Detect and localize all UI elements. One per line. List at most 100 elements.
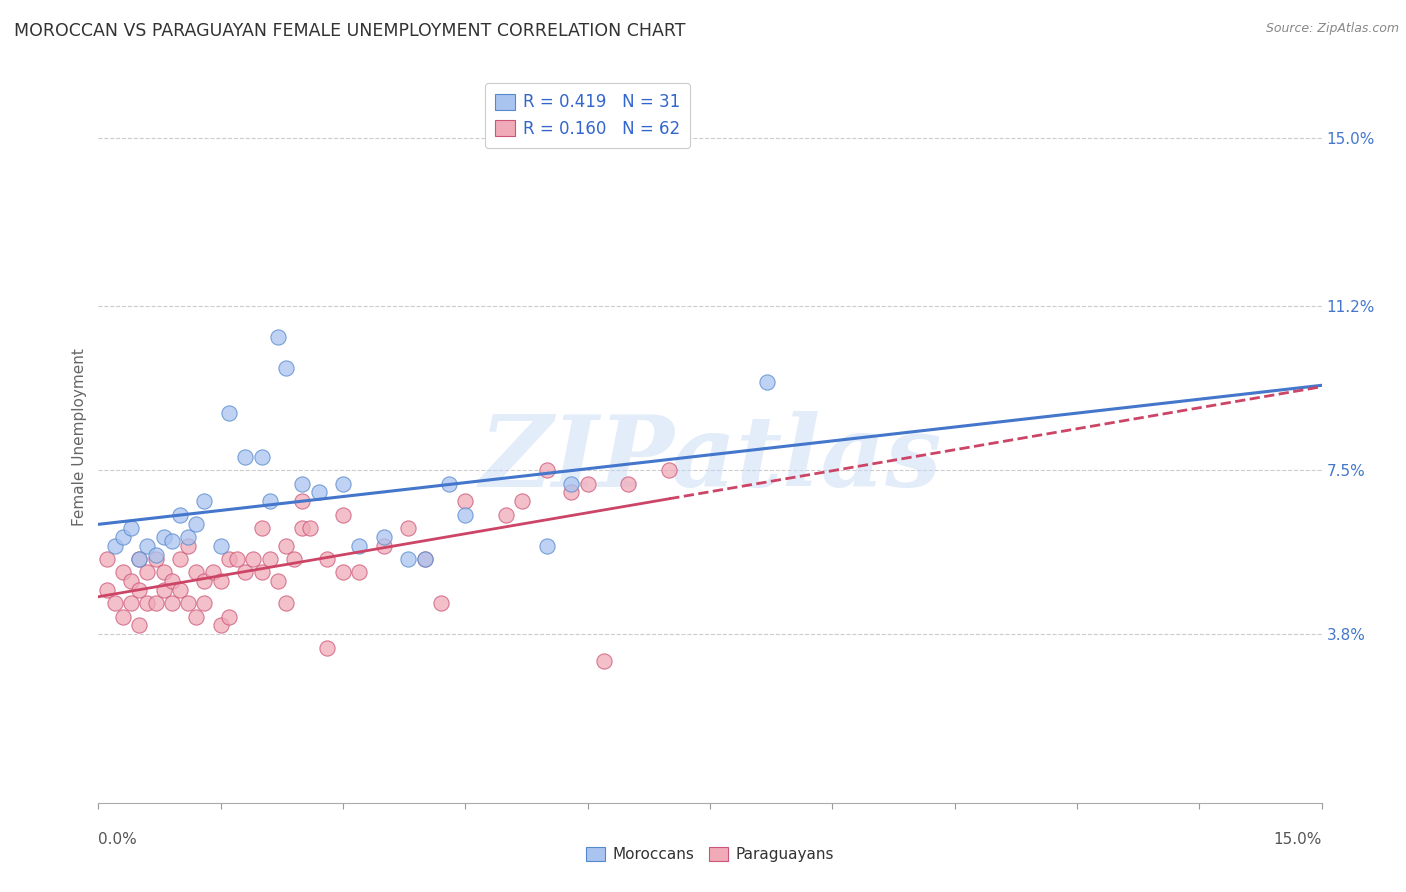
Point: [259, 494, 281, 508]
Point: [536, 539, 558, 553]
Point: [454, 494, 477, 508]
Point: [169, 508, 191, 522]
Point: [658, 463, 681, 477]
Text: ZIPatlas: ZIPatlas: [479, 411, 941, 508]
Point: [218, 406, 240, 420]
Point: [233, 566, 256, 580]
Point: [209, 618, 232, 632]
Point: [128, 552, 150, 566]
Point: [308, 485, 330, 500]
Point: [233, 450, 256, 464]
Point: [413, 552, 436, 566]
Point: [756, 375, 779, 389]
Point: [332, 476, 354, 491]
Point: [259, 552, 281, 566]
Point: [145, 552, 167, 566]
Point: [536, 463, 558, 477]
Point: [96, 552, 118, 566]
Point: [617, 476, 640, 491]
Point: [315, 640, 337, 655]
Point: [169, 552, 191, 566]
Point: [349, 566, 371, 580]
Point: [560, 476, 582, 491]
Point: [128, 618, 150, 632]
Point: [104, 596, 127, 610]
Point: [430, 596, 453, 610]
Point: [111, 530, 134, 544]
Point: [267, 330, 290, 344]
Point: [160, 574, 183, 589]
Point: [291, 494, 314, 508]
Point: [152, 582, 174, 597]
Point: [593, 654, 616, 668]
Point: [332, 566, 354, 580]
Point: [576, 476, 599, 491]
Point: [373, 539, 395, 553]
Point: [349, 539, 371, 553]
Legend: Moroccans, Paraguayans: Moroccans, Paraguayans: [581, 840, 839, 868]
Point: [283, 552, 305, 566]
Point: [186, 516, 208, 531]
Point: [169, 582, 191, 597]
Point: [315, 552, 337, 566]
Point: [373, 530, 395, 544]
Point: [209, 574, 232, 589]
Point: [512, 494, 534, 508]
Point: [145, 596, 167, 610]
Point: [242, 552, 264, 566]
Point: [177, 539, 200, 553]
Point: [193, 574, 215, 589]
Y-axis label: Female Unemployment: Female Unemployment: [72, 348, 87, 526]
Point: [209, 539, 232, 553]
Text: MOROCCAN VS PARAGUAYAN FEMALE UNEMPLOYMENT CORRELATION CHART: MOROCCAN VS PARAGUAYAN FEMALE UNEMPLOYME…: [14, 22, 686, 40]
Point: [111, 609, 134, 624]
Point: [495, 508, 517, 522]
Point: [291, 476, 314, 491]
Point: [193, 494, 215, 508]
Point: [136, 596, 159, 610]
Point: [396, 552, 419, 566]
Point: [218, 552, 240, 566]
Point: [413, 552, 436, 566]
Point: [160, 534, 183, 549]
Point: [250, 566, 273, 580]
Point: [274, 539, 297, 553]
Point: [120, 521, 142, 535]
Point: [332, 508, 354, 522]
Point: [136, 566, 159, 580]
Point: [274, 596, 297, 610]
Point: [267, 574, 290, 589]
Point: [128, 552, 150, 566]
Point: [104, 539, 127, 553]
Point: [152, 530, 174, 544]
Point: [250, 450, 273, 464]
Point: [186, 609, 208, 624]
Text: Source: ZipAtlas.com: Source: ZipAtlas.com: [1265, 22, 1399, 36]
Point: [128, 582, 150, 597]
Point: [96, 582, 118, 597]
Point: [136, 539, 159, 553]
Point: [437, 476, 460, 491]
Point: [226, 552, 249, 566]
Point: [193, 596, 215, 610]
Text: 0.0%: 0.0%: [98, 832, 138, 847]
Point: [560, 485, 582, 500]
Point: [145, 548, 167, 562]
Point: [177, 596, 200, 610]
Point: [160, 596, 183, 610]
Text: 15.0%: 15.0%: [1274, 832, 1322, 847]
Point: [186, 566, 208, 580]
Point: [111, 566, 134, 580]
Point: [274, 361, 297, 376]
Point: [120, 574, 142, 589]
Point: [299, 521, 322, 535]
Point: [396, 521, 419, 535]
Point: [454, 508, 477, 522]
Point: [152, 566, 174, 580]
Point: [218, 609, 240, 624]
Point: [291, 521, 314, 535]
Point: [177, 530, 200, 544]
Point: [250, 521, 273, 535]
Point: [120, 596, 142, 610]
Point: [201, 566, 224, 580]
